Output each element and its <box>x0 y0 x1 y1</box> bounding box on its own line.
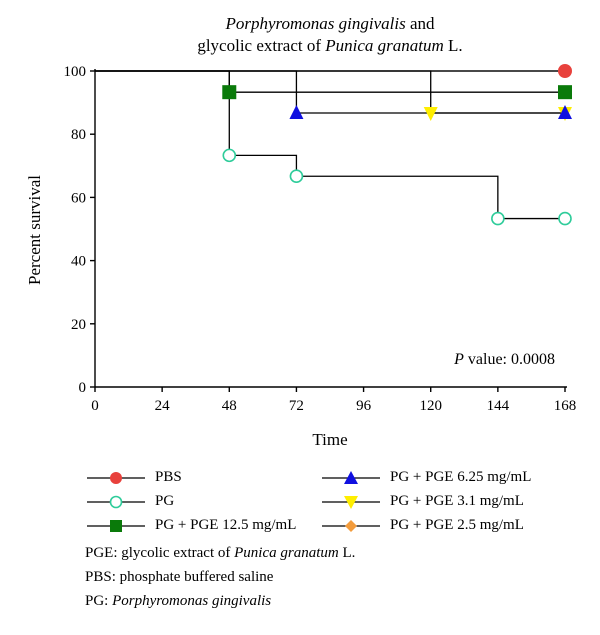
legend-label-pge-2-5: PG + PGE 2.5 mg/mL <box>390 517 524 533</box>
legend-swatch-pge-2-5 <box>322 520 380 532</box>
title-extract: glycolic extract of <box>197 36 326 55</box>
legend-swatch-pg <box>87 495 145 509</box>
x-tick-label: 168 <box>554 398 577 414</box>
y-tick-label: 20 <box>71 317 86 333</box>
y-tick-label: 0 <box>79 380 87 396</box>
series-3-point <box>558 105 572 120</box>
series-2-point <box>222 85 237 100</box>
p-value-text: value: 0.0008 <box>464 351 555 368</box>
series-1-point <box>558 211 572 226</box>
axes: 0 20 40 60 80 100 0 24 48 72 96 120 144 168 <box>64 64 577 414</box>
note-pge-ital: Punica granatum <box>234 545 339 561</box>
legend-label-pbs: PBS <box>155 469 182 485</box>
series-0-point <box>558 64 572 78</box>
y-axis-label: Percent survival <box>25 175 44 285</box>
x-tick-label: 48 <box>222 398 237 414</box>
legend-label-pge-12-5: PG + PGE 12.5 mg/mL <box>155 517 297 533</box>
legend-swatch-pge-3-1 <box>322 496 380 509</box>
series-4-point <box>423 107 438 122</box>
chart-title-line-1: Porphyromonas gingivalis and <box>95 14 565 34</box>
x-tick-label: 120 <box>419 398 442 414</box>
x-tick-label: 144 <box>487 398 510 414</box>
survival-chart: 0 20 40 60 80 100 0 24 48 72 96 120 144 168 Percent s… <box>25 64 577 449</box>
x-axis-label: Time <box>312 430 347 449</box>
y-tick-label: 60 <box>71 190 86 206</box>
y-tick-label: 40 <box>71 254 86 270</box>
series-line-1 <box>95 70 565 220</box>
note-pg-ital: Porphyromonas gingivalis <box>112 593 272 609</box>
series-1-point <box>289 169 304 184</box>
title-plant: Punica granatum <box>325 36 444 55</box>
series-3-point <box>289 105 304 120</box>
title-suffix: L. <box>443 36 463 55</box>
note-pbs: PBS: phosphate buffered saline <box>85 569 273 586</box>
p-value-annotation: P value: 0.0008 <box>453 351 555 368</box>
legend-swatch-pbs <box>87 472 145 484</box>
x-tick-label: 24 <box>155 398 171 414</box>
p-letter: P <box>453 351 464 368</box>
series-1-point <box>491 211 505 226</box>
y-tick-label: 80 <box>71 127 86 143</box>
x-tick-label: 96 <box>356 398 372 414</box>
x-tick-label: 72 <box>289 398 304 414</box>
legend-label-pg: PG <box>155 493 175 509</box>
legend-label-pge-6-25: PG + PGE 6.25 mg/mL <box>390 469 532 485</box>
title-species: Porphyromonas gingivalis <box>225 14 406 33</box>
note-pge: PGE: glycolic extract of Punica granatum… <box>85 545 355 562</box>
series-1-point <box>222 148 237 163</box>
y-tick-label: 100 <box>64 64 87 80</box>
note-pge-pre: PGE: glycolic extract of <box>85 545 235 561</box>
legend-swatch-pge-12-5 <box>87 520 145 532</box>
series-2-point <box>558 85 572 100</box>
note-pg: PG: Porphyromonas gingivalis <box>85 593 271 610</box>
series-layer <box>95 64 572 226</box>
note-pbs-pre: PBS: phosphate buffered saline <box>85 569 274 585</box>
note-pg-pre: PG: <box>85 593 113 609</box>
series-line-2 <box>95 70 565 93</box>
legend-swatch-pge-6-25 <box>322 471 380 484</box>
chart-title-line-2: glycolic extract of Punica granatum L. <box>95 36 565 56</box>
note-pge-post: L. <box>338 545 356 561</box>
title-and: and <box>405 14 435 33</box>
x-tick-label: 0 <box>91 398 99 414</box>
legend-label-pge-3-1: PG + PGE 3.1 mg/mL <box>390 493 524 509</box>
